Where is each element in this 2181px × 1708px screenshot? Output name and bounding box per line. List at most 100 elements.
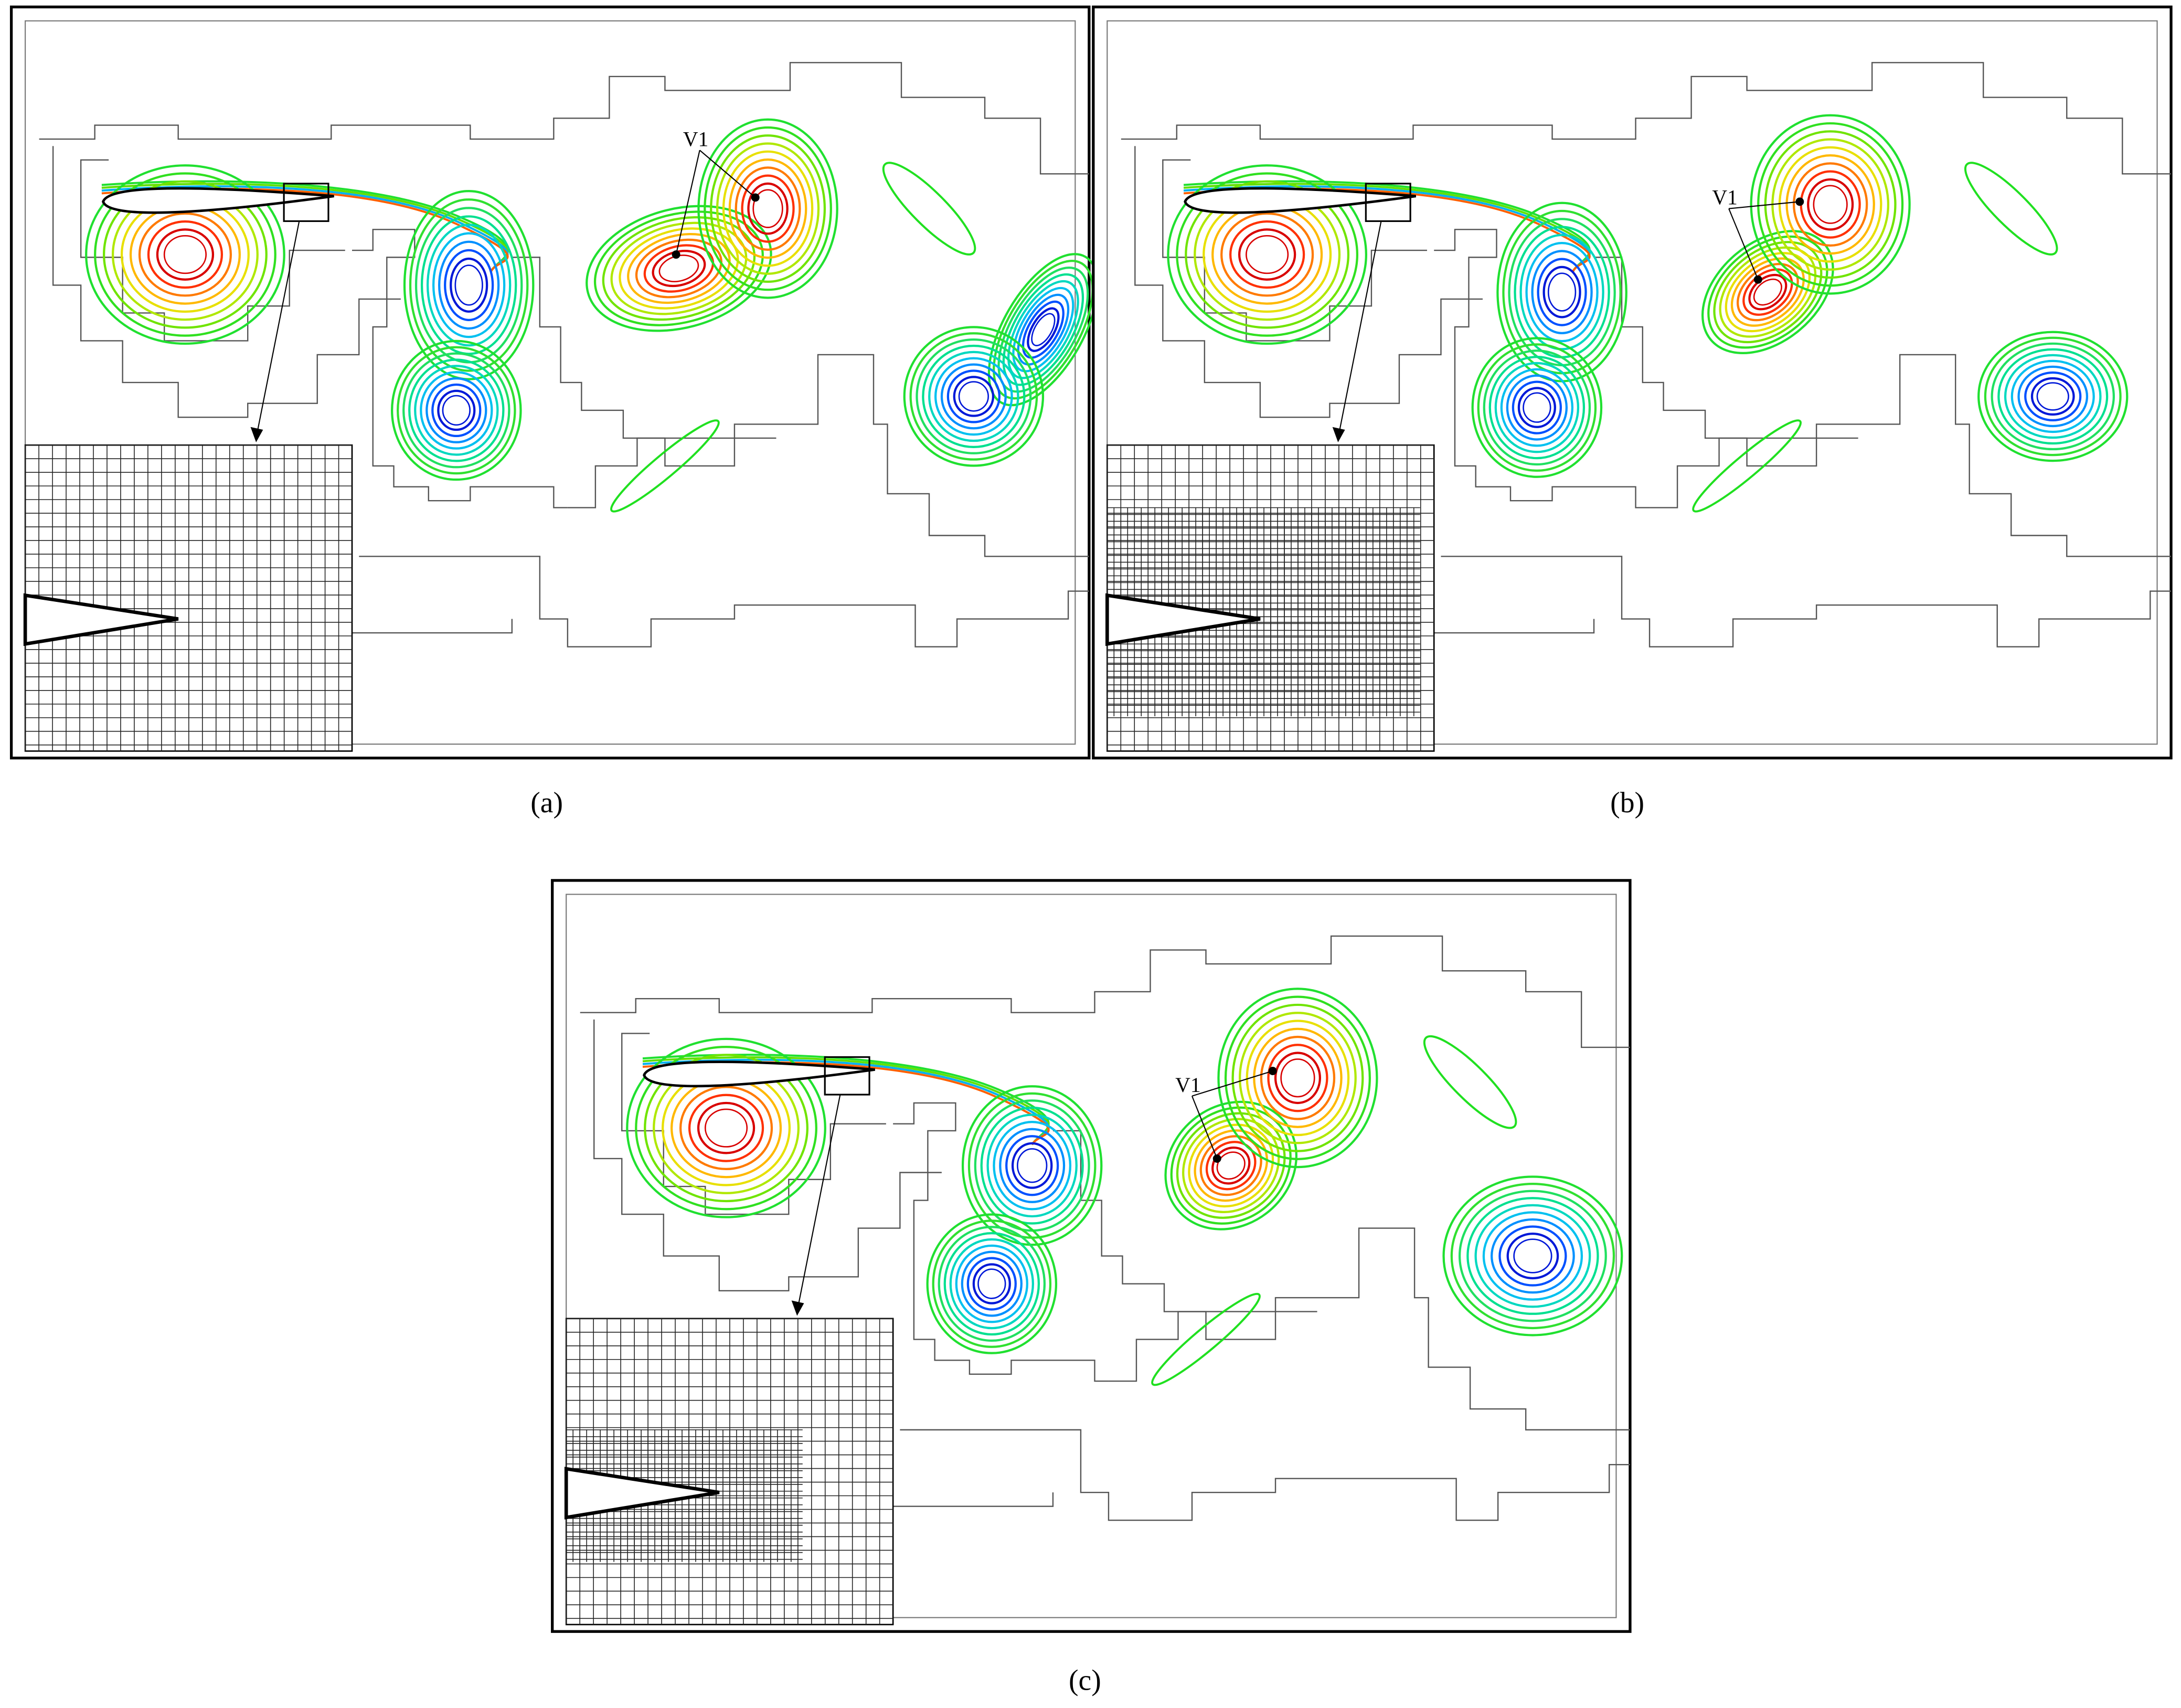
vortex-label: V1 — [683, 128, 709, 151]
vortex-contour — [999, 1128, 1066, 1203]
vortex-contour — [1991, 342, 2115, 451]
vortex-core — [1523, 392, 1551, 423]
airfoil-tip — [23, 593, 179, 646]
vortex-core — [1216, 1151, 1246, 1180]
arrow-tip — [1753, 275, 1762, 284]
vortex-contour — [1984, 336, 2122, 457]
vortex-contour — [1525, 242, 1599, 343]
mesh-level-boundary — [52, 146, 401, 418]
vortex-core — [442, 395, 471, 426]
mesh-level-boundary — [621, 1033, 886, 1215]
vortex-contour — [961, 1085, 1103, 1246]
arrow-tip — [1795, 197, 1804, 206]
vortex-contour — [697, 118, 838, 299]
vortex-contour — [1491, 1218, 1575, 1294]
contour-loop — [1964, 162, 2058, 256]
inset — [564, 1318, 894, 1626]
vortex-contour — [735, 166, 801, 251]
vortex-contour — [1224, 995, 1371, 1160]
mesh-level-boundary — [1052, 1130, 1630, 1431]
vortex-contour — [437, 389, 476, 431]
vortex-contour — [926, 1213, 1058, 1354]
vortex-contour — [980, 1106, 1084, 1225]
vortex-contour — [1229, 220, 1305, 289]
vortex-contour — [1442, 1175, 1623, 1336]
contour-loop — [1151, 1292, 1261, 1386]
vortex-contour — [138, 212, 232, 297]
arrow-head — [1332, 427, 1345, 442]
vortex-contour — [1211, 1147, 1251, 1185]
vortex-contour — [1239, 1012, 1357, 1144]
vortex-contour — [1022, 300, 1065, 359]
vortex-contour — [626, 1037, 826, 1218]
domain-boundary — [1107, 20, 2158, 745]
vortex-contour — [1730, 257, 1805, 327]
contour-loop — [1423, 1035, 1517, 1129]
vortex-contour — [426, 224, 512, 347]
vortex-contour — [1807, 178, 1854, 231]
vortex-contour — [1482, 1211, 1583, 1301]
vortex-core — [2036, 382, 2069, 411]
vortex-contour — [747, 182, 789, 235]
vortex-contour — [1450, 1183, 1615, 1330]
vortex-contour — [909, 332, 1038, 461]
vortex-contour — [1176, 172, 1359, 337]
vortex-contour — [997, 267, 1089, 393]
airfoil-tip — [564, 1467, 720, 1520]
vortex-core — [1280, 1058, 1315, 1098]
vortex-contour — [643, 244, 715, 293]
mesh-level-boundary — [1134, 146, 1483, 418]
vortex-contour — [1002, 273, 1084, 386]
mesh-level-boundary — [893, 1492, 1054, 1507]
mesh-level-boundary — [1162, 159, 1427, 342]
vortex-contour — [1542, 266, 1581, 319]
vortex-contour — [1458, 1190, 1607, 1322]
airfoil — [643, 1060, 875, 1088]
vortex-contour — [1494, 362, 1580, 453]
vortex-contour — [431, 383, 482, 438]
vortex-contour — [1707, 235, 1828, 349]
vortex-contour — [619, 227, 739, 310]
arrow-head — [791, 1300, 804, 1316]
vortex-contour — [2030, 377, 2075, 416]
vortex-contour — [1764, 130, 1897, 279]
vortex-contour — [916, 338, 1032, 454]
vortex-contour — [741, 174, 795, 243]
contour-loop — [1692, 419, 1802, 513]
vortex-contour — [1017, 293, 1070, 366]
vortex-contour — [1471, 337, 1603, 478]
caption: (c) — [1069, 1664, 1101, 1697]
vortex-contour — [1483, 349, 1591, 466]
vortex-contour — [1182, 1118, 1280, 1214]
vortex-contour — [949, 1238, 1034, 1330]
vortex-core — [1031, 313, 1056, 346]
mesh-level-boundary — [352, 619, 513, 634]
mesh-level-boundary — [900, 1429, 1630, 1521]
arrow-head — [250, 427, 263, 442]
mesh-level-boundary — [512, 257, 1089, 557]
vortex-label: V1 — [1712, 186, 1738, 209]
contour-loop — [882, 162, 976, 256]
vortex-contour — [1466, 1197, 1599, 1315]
zoom-arrow — [797, 1094, 841, 1305]
vortex-contour — [1474, 1204, 1591, 1308]
zoom-box — [1365, 183, 1411, 222]
mesh-level-boundary — [1594, 257, 2172, 557]
vortex-contour — [1238, 228, 1296, 281]
vortex-contour — [922, 344, 1026, 449]
vortex-core — [704, 1108, 748, 1148]
vortex-contour — [402, 352, 510, 469]
inset — [23, 444, 353, 752]
domain-boundary — [25, 20, 1076, 745]
vortex-core — [1547, 272, 1577, 312]
vortex-contour — [610, 221, 748, 315]
mesh-level-boundary — [1441, 556, 2172, 648]
vortex-contour — [391, 340, 522, 481]
panel: V1 — [1092, 5, 2173, 760]
mesh-level-boundary — [580, 935, 1630, 1048]
arrow-tip — [672, 250, 680, 259]
vortex-core — [454, 264, 483, 306]
airfoil — [102, 187, 334, 214]
vortex-contour — [1220, 212, 1314, 297]
